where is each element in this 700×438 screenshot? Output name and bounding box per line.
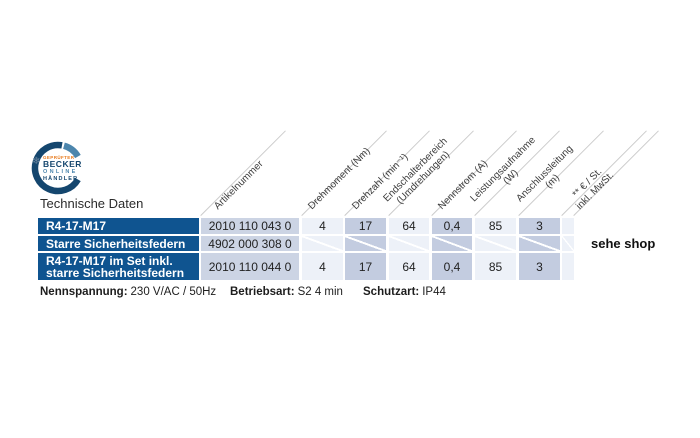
cell-endschalterbereich: 64 [389, 218, 429, 234]
spec-betriebsart: Betriebsart: S2 4 min [230, 286, 343, 298]
cell-endschalterbereich: 64 [389, 253, 429, 280]
spec-value: IP44 [422, 286, 446, 298]
row-label-r4-17-m17: R4-17-M17 [38, 218, 199, 234]
cell-leistungsaufnahme: 85 [475, 253, 516, 280]
cell-empty-slash [389, 236, 429, 251]
cell-empty-slash [302, 236, 343, 251]
cell-drehzahl: 17 [345, 253, 386, 280]
cell-anschlussleitung: 3 [519, 253, 560, 280]
spec-label: Schutzart: [363, 286, 420, 298]
row-label-r4-17-m17-set: R4-17-M17 im Set inkl. starre Sicherheit… [38, 253, 199, 280]
column-header-preis: ** € / St. inkl. MwSt. [570, 166, 617, 212]
badge-ring-icon [31, 141, 81, 195]
column-header-artikelnummer: Artikelnummer [212, 158, 266, 212]
spec-label: Nennspannung: [40, 286, 128, 298]
badge-text: GEPRÜFTER BECKER ONLINE HÄNDLER [43, 155, 91, 183]
cell-drehzahl: 17 [345, 218, 386, 234]
spec-nennspannung: Nennspannung: 230 V/AC / 50Hz [40, 286, 216, 298]
cell-nennstrom: 0,4 [432, 253, 472, 280]
badge-line-online: ONLINE [43, 169, 78, 175]
cell-price-strip [562, 253, 574, 280]
cell-artikelnummer: 2010 110 043 0 [201, 218, 299, 234]
cell-empty-slash [475, 236, 516, 251]
cell-drehmoment: 4 [302, 253, 343, 280]
badge-line-geprvefter: GEPRÜFTER [43, 155, 75, 160]
cell-leistungsaufnahme: 85 [475, 218, 516, 234]
cell-artikelnummer: 4902 000 308 0 [201, 236, 299, 251]
badge-line-haendler: HÄNDLER [43, 176, 79, 182]
cell-empty-slash [345, 236, 386, 251]
cell-empty-slash [519, 236, 560, 251]
spec-schutzart: Schutzart: IP44 [363, 286, 446, 298]
price-shop-note: sehe shop [591, 235, 656, 251]
spec-label: Betriebsart: [230, 286, 295, 298]
cell-price-strip [562, 218, 574, 234]
row-label-starre-sicherheitsfedern: Starre Sicherheitsfedern [38, 236, 199, 251]
cell-drehmoment: 4 [302, 218, 343, 234]
cell-nennstrom: 0,4 [432, 218, 472, 234]
becker-certified-shop-badge: ❄ GEPRÜFTER BECKER ONLINE HÄNDLER [30, 138, 92, 198]
snowflake-icon: ❄ [32, 156, 41, 167]
spec-value: S2 4 min [297, 286, 343, 298]
cell-anschlussleitung: 3 [519, 218, 560, 234]
cell-price-strip [562, 236, 574, 251]
cell-empty-slash [432, 236, 472, 251]
badge-line-becker: BECKER [43, 159, 82, 169]
spec-value: 230 V/AC / 50Hz [130, 286, 217, 298]
cell-artikelnummer: 2010 110 044 0 [201, 253, 299, 280]
section-title: Technische Daten [40, 196, 144, 211]
